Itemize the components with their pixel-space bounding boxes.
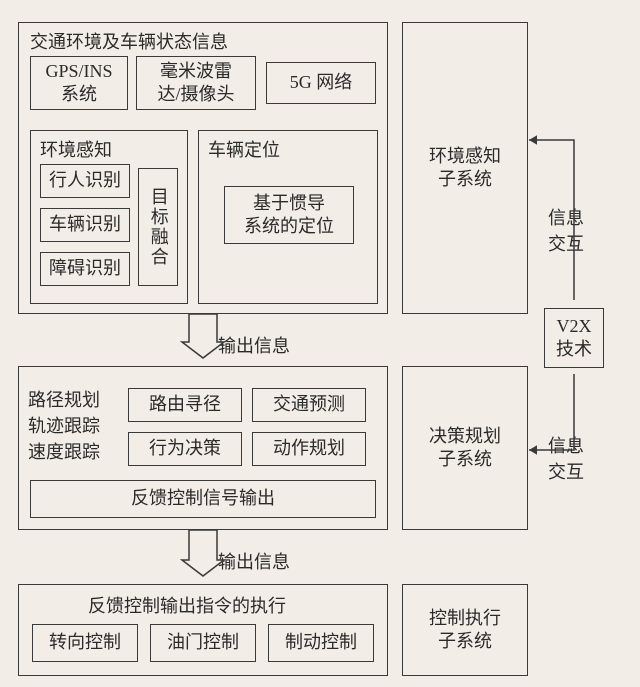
arrow-r2 xyxy=(0,0,640,687)
